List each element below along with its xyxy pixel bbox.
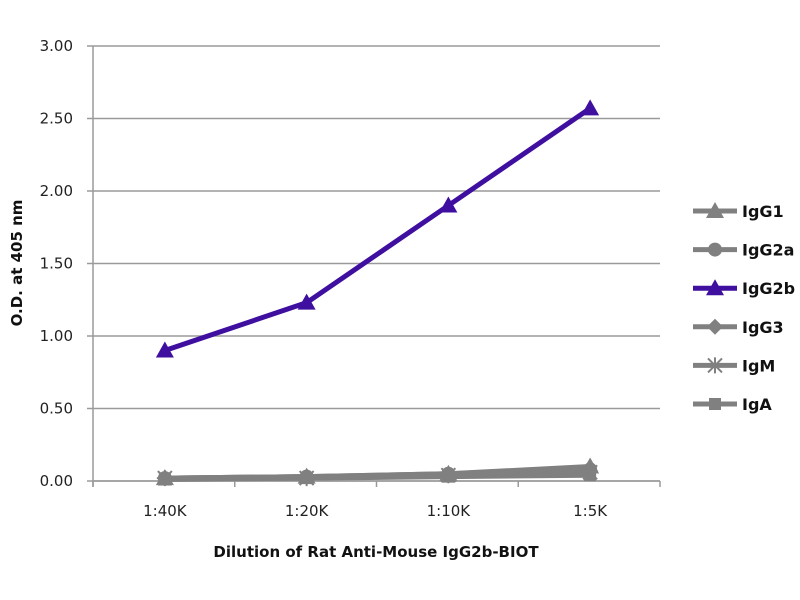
legend-marker-igg2b bbox=[706, 279, 724, 296]
y-tick-label: 0.00 bbox=[40, 472, 73, 490]
data-point-iga bbox=[584, 469, 597, 482]
series-line-igg2b bbox=[164, 106, 592, 353]
data-point-iga bbox=[442, 470, 455, 483]
data-point-igg2b bbox=[297, 293, 316, 310]
data-point-igg2b bbox=[581, 99, 600, 116]
x-tick-label: 1:20K bbox=[285, 502, 330, 520]
x-axis-title: Dilution of Rat Anti-Mouse IgG2b-BIOT bbox=[213, 543, 539, 561]
y-tick-label: 1.50 bbox=[40, 255, 73, 273]
legend-label-igg2b: IgG2b bbox=[742, 279, 795, 298]
legend-label-igm: IgM bbox=[742, 356, 775, 375]
data-point-igg2b bbox=[439, 196, 458, 213]
legend-marker-igm bbox=[707, 357, 723, 374]
data-point-igg2b bbox=[155, 341, 174, 358]
x-tick-label: 1:5K bbox=[573, 502, 608, 520]
legend-label-iga: IgA bbox=[742, 395, 772, 414]
y-tick-label: 1.00 bbox=[40, 327, 73, 345]
series-line-iga bbox=[164, 472, 591, 483]
data-point-iga bbox=[300, 472, 313, 485]
legend-label-igg3: IgG3 bbox=[742, 318, 784, 337]
legend-marker-igg2a bbox=[708, 242, 722, 257]
y-tick-label: 0.50 bbox=[40, 400, 73, 418]
y-tick-label: 2.50 bbox=[40, 110, 73, 128]
y-axis-title: O.D. at 405 nm bbox=[8, 200, 26, 327]
legend-marker-igg3 bbox=[707, 318, 723, 335]
y-tick-label: 2.00 bbox=[40, 182, 73, 200]
legend-label-igg1: IgG1 bbox=[742, 202, 784, 221]
x-tick-label: 1:40K bbox=[143, 502, 188, 520]
legend-label-igg2a: IgG2a bbox=[742, 241, 794, 260]
y-tick-label: 3.00 bbox=[40, 37, 73, 55]
legend-marker-iga bbox=[709, 398, 721, 410]
data-point-iga bbox=[158, 473, 171, 486]
x-tick-label: 1:10K bbox=[427, 502, 472, 520]
legend-marker-igg1 bbox=[706, 202, 724, 218]
